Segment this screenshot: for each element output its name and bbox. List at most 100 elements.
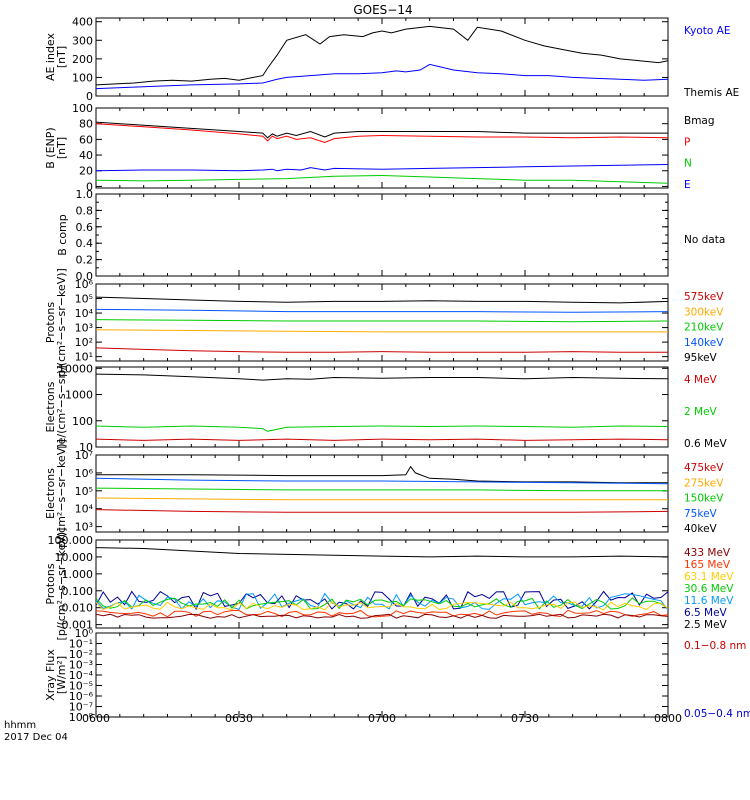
legend-entry: P	[684, 136, 690, 148]
y-tick-label: 10³	[75, 521, 93, 534]
series-line-themis-ae	[96, 25, 668, 86]
y-tick-label: 10⁰	[75, 627, 94, 640]
legend-entry: 95keV	[684, 352, 718, 364]
legend-entry: 75keV	[684, 508, 718, 520]
y-axis-label: B (ENP)	[44, 127, 57, 168]
y-tick-label: 0.100	[62, 585, 94, 598]
panel-frame	[95, 17, 669, 97]
legend-entry: 4 MeV	[684, 374, 718, 386]
y-tick-label: 10⁻¹	[69, 638, 93, 651]
y-axis-label: p/(cm²−s−sr−keV)]	[55, 439, 68, 548]
series-line-40kev	[96, 465, 668, 484]
panel-bfield: 0 20 40 60 80 100 B (ENP)[nT] Bmag PNE	[44, 102, 715, 193]
y-tick-label: 100	[72, 71, 93, 84]
x-tick-label: 0800	[654, 712, 682, 725]
y-tick-label: 10⁻⁸	[69, 711, 94, 724]
y-tick-label: 40	[79, 149, 93, 162]
legend-entry: 150keV	[684, 493, 724, 505]
y-tick-label: 10⁵	[75, 293, 93, 306]
y-tick-label: 10³	[75, 322, 93, 335]
y-axis-label: [p/(cm²−s−sr−keV)]	[55, 528, 68, 641]
y-tick-label: 0.4	[76, 237, 94, 250]
legend-entry: 575keV	[684, 291, 724, 303]
series-line-150kev	[96, 487, 668, 492]
y-tick-label: 0.8	[76, 204, 94, 217]
legend-entry: 63.1 MeV	[684, 571, 734, 583]
y-tick-label: 10⁷	[75, 449, 93, 462]
legend-entry: 2 MeV	[684, 406, 718, 418]
series-line-63-1-mev	[96, 601, 668, 611]
series-line-140kev	[96, 308, 668, 313]
y-tick-label: 0.6	[76, 221, 94, 234]
y-axis-label: p/(cm²−s−sr−keV)]	[55, 268, 68, 377]
y-tick-label: 0	[86, 90, 93, 103]
legend-entry: 210keV	[684, 322, 724, 334]
y-axis-label: Protons	[44, 302, 57, 343]
footer-date: 2017 Dec 04	[4, 732, 68, 743]
legend-entry: 433 MeV	[684, 547, 731, 559]
legend-entry: Themis AE	[683, 87, 739, 99]
series-line-6-5-mev	[96, 590, 668, 611]
legend-entry: 275keV	[684, 477, 724, 489]
y-tick-label: 80	[79, 118, 93, 131]
legend-entry: 0.6 MeV	[684, 438, 728, 450]
y-tick-label: 100.000	[48, 534, 94, 547]
y-tick-label: 10000	[58, 362, 93, 375]
series-line-275kev	[96, 497, 668, 501]
y-axis-label: Xray Flux	[44, 649, 57, 701]
panel-frame	[95, 193, 669, 277]
series-line-11-6-mev	[96, 592, 668, 611]
panel-protons_mev: 0.001 0.010 0.100 1.000 10.000 100.000 Protons…	[44, 528, 734, 641]
legend-entry: 11.6 MeV	[684, 595, 734, 607]
series-line-2-5-mev	[96, 547, 668, 558]
y-tick-label: 10⁻³	[69, 659, 93, 672]
legend-entry: 6.5 MeV	[684, 607, 728, 619]
legend-entry: 0.1−0.8 nm	[684, 640, 746, 652]
series-line-bmag	[96, 121, 668, 139]
y-tick-label: 10⁴	[75, 503, 94, 516]
y-axis-label: [e/(cm²−s−sr)]	[55, 365, 68, 448]
series-line-95kev	[96, 296, 668, 304]
panel-frame	[95, 366, 669, 448]
y-tick-label: 10	[79, 441, 93, 454]
x-tick-label: 0600	[82, 712, 110, 725]
y-tick-label: 0.2	[76, 254, 94, 267]
y-tick-label: 200	[72, 53, 93, 66]
y-axis-label: [nT]	[55, 137, 68, 159]
panel-frame	[95, 632, 669, 718]
legend-entry: E	[684, 179, 691, 191]
y-tick-label: 1.0	[76, 188, 94, 201]
legend-entry: 2.5 MeV	[684, 619, 728, 631]
y-axis-label: Electrons	[44, 381, 57, 432]
y-tick-label: 1.000	[62, 568, 94, 581]
series-line-210kev	[96, 319, 668, 323]
figure-title: GOES−14	[353, 3, 412, 17]
series-line-p	[96, 123, 668, 144]
y-tick-label: 1000	[65, 389, 93, 402]
y-tick-label: 100	[72, 415, 93, 428]
y-tick-label: 0.001	[62, 619, 94, 632]
y-tick-label: 10.000	[55, 551, 94, 564]
y-tick-label: 10⁶	[75, 278, 94, 291]
series-line-165-mev	[96, 609, 668, 618]
y-tick-label: 10⁵	[75, 485, 93, 498]
x-tick-label: 0630	[225, 712, 253, 725]
y-axis-label: Electrons	[44, 468, 57, 519]
series-line-300kev	[96, 329, 668, 333]
footer-hhmm: hhmm	[4, 720, 36, 731]
x-tick-label: 0700	[368, 712, 396, 725]
y-axis-label: B comp	[56, 214, 69, 256]
series-line-475kev	[96, 509, 668, 513]
y-tick-label: 0	[86, 180, 93, 193]
y-tick-label: 10¹	[75, 351, 93, 364]
legend-entry: 165 MeV	[684, 559, 731, 571]
y-tick-label: 300	[72, 34, 93, 47]
y-axis-label: Protons	[44, 563, 57, 604]
legend-entry: 475keV	[684, 462, 724, 474]
legend-entry: 30.6 MeV	[684, 583, 734, 595]
y-tick-label: 10⁴	[75, 307, 94, 320]
